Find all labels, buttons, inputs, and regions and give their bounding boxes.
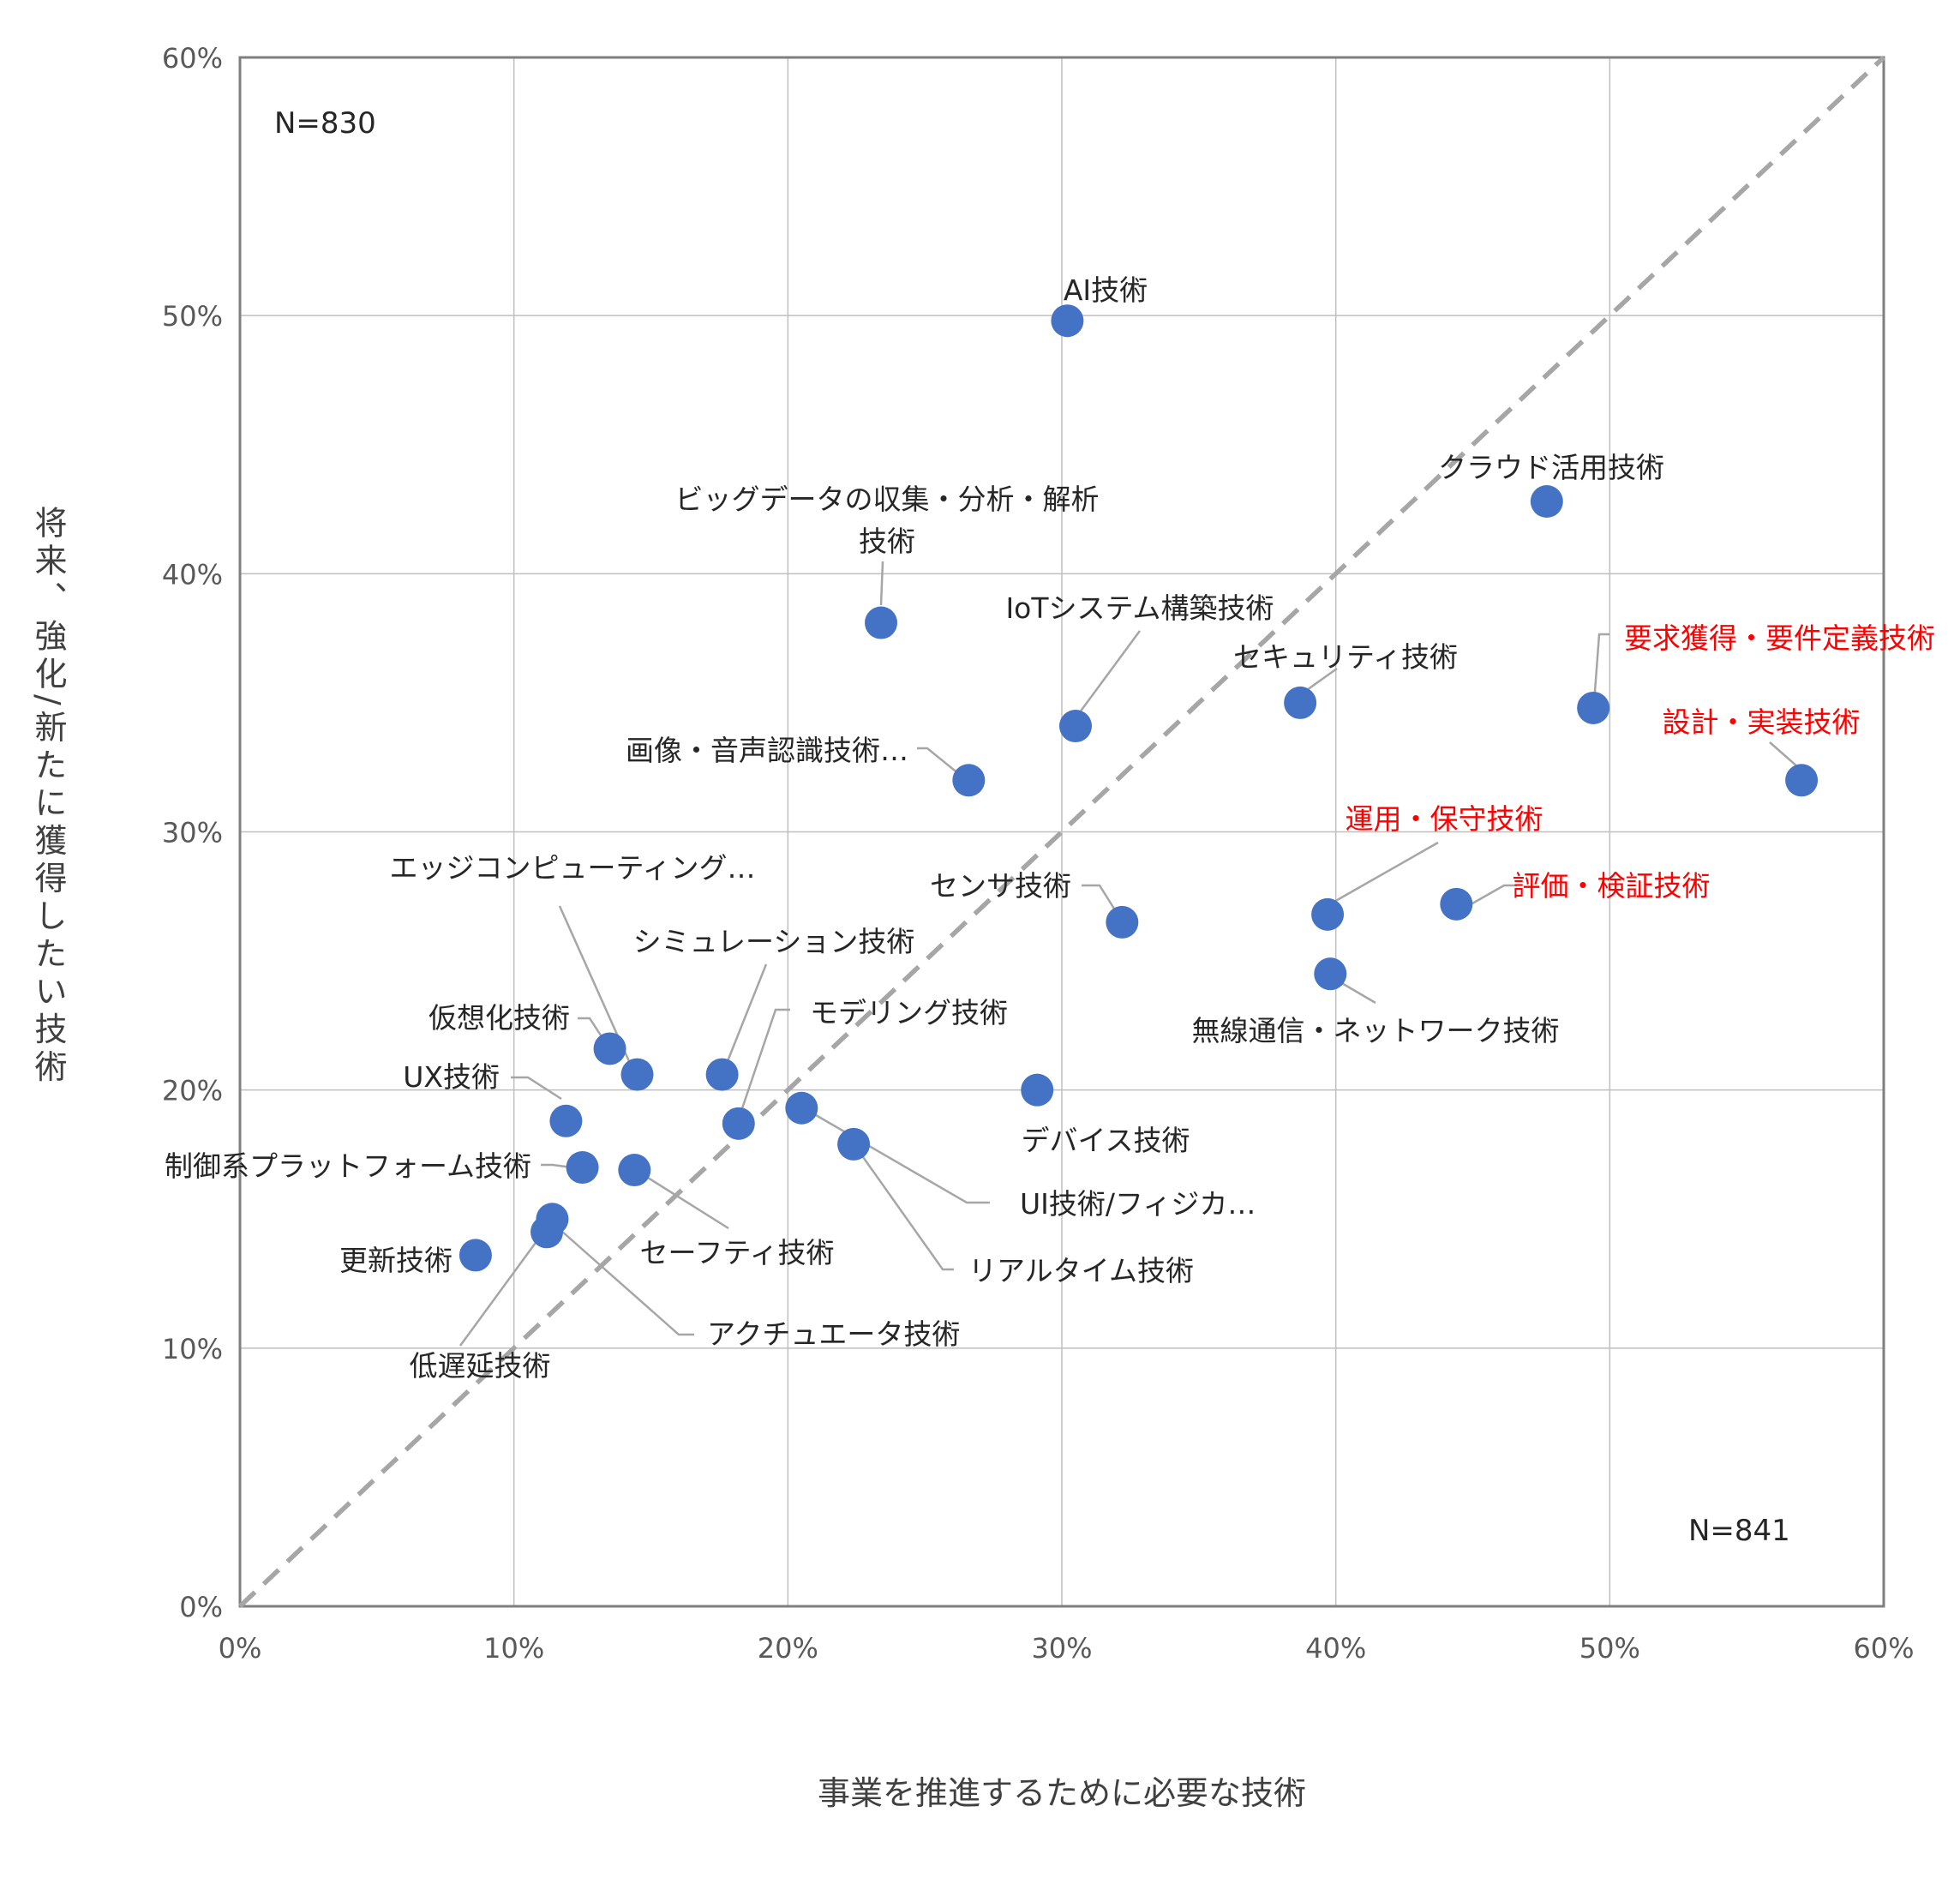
data-label: 無線通信・ネットワーク技術 (1192, 1014, 1560, 1047)
data-label: エッジコンピューティング… (389, 851, 755, 885)
data-point (865, 606, 898, 639)
data-point (549, 1104, 583, 1137)
leader-line (738, 1008, 790, 1117)
data-label: 要求獲得・要件定義技術 (1624, 621, 1935, 655)
data-label: 設計・実装技術 (1663, 705, 1861, 739)
data-point (1577, 691, 1610, 724)
data-point (1311, 897, 1345, 931)
leader-line (553, 1223, 694, 1336)
x-tick-label: 60% (1853, 1632, 1914, 1665)
y-tick-label: 40% (162, 558, 223, 591)
n-label-x: N=841 (1688, 1514, 1790, 1548)
leader-line (459, 1227, 548, 1347)
y-tick-label: 50% (162, 300, 223, 333)
y-tick-label: 20% (162, 1075, 223, 1107)
data-point (722, 1107, 755, 1140)
data-point (459, 1239, 492, 1272)
leader-line (1592, 633, 1609, 704)
leader-line (860, 1154, 954, 1271)
leader-line (511, 1076, 562, 1101)
data-label: AI技術 (1064, 273, 1148, 307)
data-label: 更新技術 (339, 1244, 453, 1277)
x-tick-label: 10% (483, 1632, 544, 1665)
leader-line (1082, 884, 1120, 916)
leader-line (1466, 884, 1517, 909)
data-label: セキュリティ技術 (1233, 640, 1458, 674)
leader-line (724, 963, 768, 1066)
leader-line (1769, 741, 1799, 768)
y-tick-label: 60% (162, 42, 223, 75)
data-point (1440, 887, 1473, 921)
data-point (837, 1127, 871, 1161)
data-label: 制御系プラットフォーム技術 (165, 1149, 531, 1183)
y-tick-label: 30% (162, 817, 223, 849)
data-label: センサ技術 (930, 869, 1071, 903)
data-point (620, 1058, 654, 1091)
x-tick-label: 0% (219, 1632, 262, 1665)
data-point (1051, 304, 1084, 338)
data-label: IoTシステム構築技術 (1005, 591, 1274, 625)
data-point (1785, 764, 1819, 797)
data-label: UX技術 (403, 1060, 500, 1094)
data-label: 低遅延技術 (410, 1349, 551, 1383)
leader-line (640, 1172, 729, 1230)
data-point (530, 1215, 564, 1249)
y-axis-title: 将来、強化/新たに獲得したい技術 (29, 506, 67, 1088)
data-point (1284, 686, 1317, 719)
data-label: モデリング技術 (810, 996, 1008, 1029)
data-label: アクチュエータ技術 (707, 1317, 960, 1351)
leader-line (578, 1017, 606, 1041)
x-tick-label: 40% (1305, 1632, 1366, 1665)
data-label: デバイス技術 (1021, 1124, 1190, 1157)
data-label: UI技術/フィジカ… (1020, 1187, 1256, 1221)
leader-line (917, 747, 960, 775)
data-label-line2: 技術 (859, 525, 915, 558)
data-label: 仮想化技術 (429, 1001, 570, 1035)
data-point (1106, 905, 1139, 939)
data-label: ビッグデータの収集・分析・解析 (675, 483, 1100, 516)
data-label: 評価・検証技術 (1513, 869, 1711, 903)
data-point (705, 1058, 739, 1091)
x-axis-title: 事業を推進するために必要な技術 (818, 1774, 1306, 1812)
x-tick-label: 30% (1031, 1632, 1092, 1665)
data-point (1314, 957, 1347, 991)
data-label: セーフティ技術 (639, 1236, 834, 1269)
diagonal-reference-line (238, 55, 1885, 1609)
data-label: 画像・音声認識技術… (626, 734, 908, 767)
y-tick-label: 10% (162, 1333, 223, 1365)
data-label: リアルタイム技術 (968, 1254, 1194, 1287)
data-point (1021, 1073, 1054, 1107)
x-tick-label: 20% (758, 1632, 818, 1665)
n-label-y: N=830 (274, 106, 376, 141)
leader-line (1076, 630, 1142, 717)
leader-line (879, 561, 884, 606)
data-label: シミュレーション技術 (633, 925, 915, 958)
y-tick-label: 0% (179, 1591, 223, 1623)
leader-line (1326, 841, 1439, 908)
data-label: 運用・保守技術 (1346, 802, 1543, 836)
data-label: クラウド活用技術 (1438, 451, 1664, 484)
data-point (952, 764, 986, 797)
data-point (1530, 485, 1563, 519)
x-tick-label: 50% (1579, 1632, 1640, 1665)
leader-line (805, 1107, 990, 1204)
data-point (566, 1151, 599, 1185)
plot-frame (238, 56, 1885, 1608)
data-point (1058, 710, 1092, 743)
data-point (618, 1154, 651, 1187)
data-point (593, 1032, 626, 1065)
data-point (785, 1091, 818, 1125)
